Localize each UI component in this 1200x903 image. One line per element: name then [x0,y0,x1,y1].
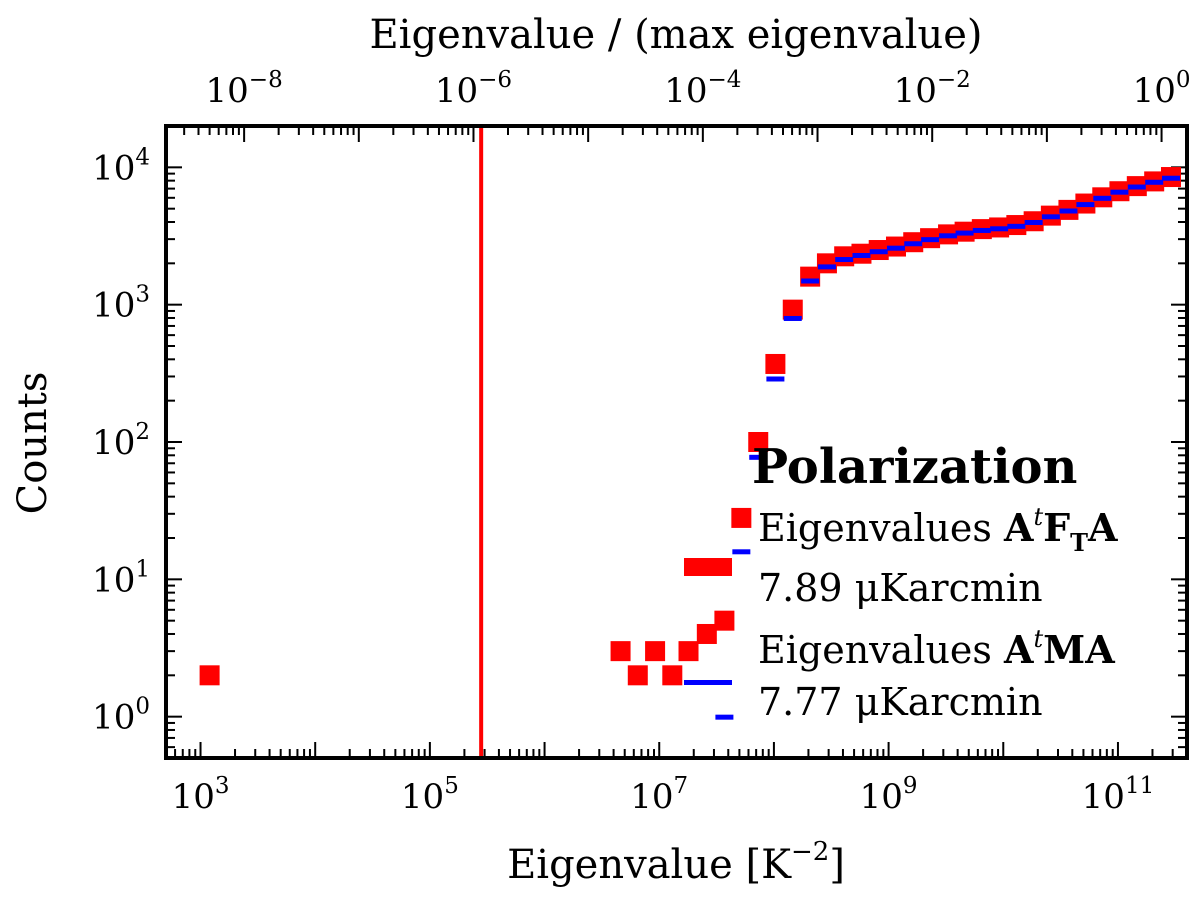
red-square-point [662,665,683,686]
blue-line-point [886,245,905,251]
red-square-point [816,253,837,274]
blue-line-point [869,249,888,255]
blue-line-point [1059,208,1078,214]
legend-entry-1-detail: 7.89 μKarcmin [758,566,1043,610]
blue-line-point [835,257,854,263]
blue-line-point [1127,184,1146,190]
red-square-point [627,665,648,686]
y-axis-label: Counts [10,372,56,515]
y-tick-label: 104 [92,144,150,188]
top-x-tick-label: 10−2 [894,67,971,111]
red-square-point [714,610,735,631]
blue-line-point [1024,219,1043,225]
top-x-axis-label: Eigenvalue / (max eigenvalue) [369,12,982,58]
top-x-tick-label: 10−6 [435,67,512,111]
red-square-point [748,432,769,452]
top-x-tick-label: 100 [1133,67,1191,111]
top-x-tick-label: 10−4 [664,67,741,111]
x-axis-label: Eigenvalue [K−2] [507,837,845,888]
y-tick-label: 102 [92,419,150,463]
blue-line-point [817,264,836,270]
legend-title: Polarization [752,439,1077,495]
red-square-point [696,623,717,644]
plot-frame [164,124,1189,760]
y-tick-label: 100 [92,694,150,738]
red-square-point [645,641,666,662]
y-tick-label: 103 [92,282,150,326]
blue-line-point [801,278,820,284]
x-tick-label: 1011 [1082,773,1155,817]
red-square-point [765,353,786,374]
red-square-point [782,299,803,320]
blue-line-point [1145,179,1164,185]
x-tick-label: 109 [860,773,918,817]
blue-line-point [1041,214,1060,220]
blue-line-point [955,230,974,236]
blue-line-point [715,714,734,720]
legend-marker-blue-line [684,680,732,685]
red-square-point [834,246,855,267]
legend: Polarization Eigenvalues AtFTA 7.89 μKar… [684,439,1118,724]
legend-entry-2-detail: 7.77 μKarcmin [758,680,1043,724]
blue-line-point [852,252,871,258]
blue-line-point [1110,189,1129,195]
top-x-tick-label: 10−8 [206,67,283,111]
red-square-point [731,507,752,528]
blue-line-point [904,241,923,247]
red-square-point [199,665,220,686]
blue-line-point [766,376,785,382]
x-tick-label: 107 [630,773,688,817]
blue-line-point [1093,195,1112,201]
data-marks [199,128,1181,756]
blue-line-point [732,549,751,555]
blue-line-point [1161,175,1180,181]
y-tick-label: 101 [92,556,150,600]
x-tick-label: 105 [401,773,459,817]
legend-marker-red-square [684,558,732,576]
blue-line-point [921,237,940,243]
blue-line-point [990,226,1009,232]
red-square-point [610,641,631,662]
blue-line-point [1076,202,1095,208]
blue-line-point [749,454,768,460]
legend-entry-1-name: Eigenvalues AtFTA [758,503,1118,557]
legend-entry-2-name: Eigenvalues AtMA [758,625,1115,672]
x-tick-label: 103 [172,773,230,817]
blue-line-point [783,315,802,321]
blue-line-point [972,227,991,233]
red-square-point [678,641,699,662]
blue-line-point [1007,223,1026,229]
blue-line-point [939,233,958,239]
